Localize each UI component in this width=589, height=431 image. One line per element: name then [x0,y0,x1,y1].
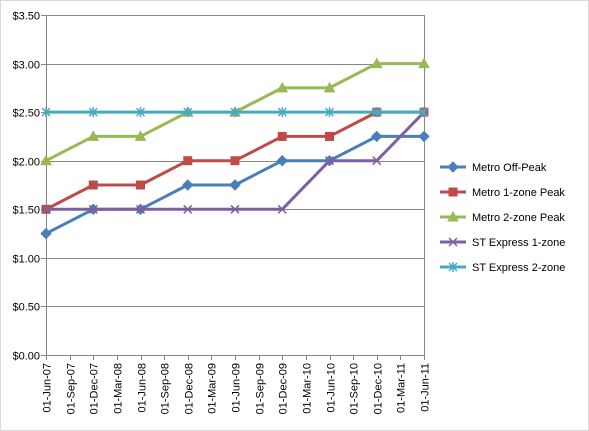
data-point [183,156,193,166]
series-layer [40,57,430,240]
x-tick-label: 01-Jun-08 [137,363,149,413]
x-tick-label: 01-Mar-08 [113,363,125,414]
data-point [419,107,429,118]
data-point [370,57,383,69]
data-point [88,204,98,214]
data-point [371,130,383,143]
x-tick-label: 01-Jun-07 [42,363,54,413]
x-tick-label: 01-Sep-07 [66,363,78,414]
legend-label: Metro 2-zone Peak [472,212,565,224]
data-point [183,204,193,214]
axes: $0.00 $0.50 $1.00 $1.50 $2.00 $2.50 $3.00 $3.50… [12,11,431,415]
x-tick-label: 01-Mar-09 [207,363,219,414]
data-point [136,180,145,190]
series-4 [41,107,429,118]
legend-label: Metro Off-Peak [472,162,547,174]
legend-entry: Metro Off-Peak [440,161,547,174]
data-point [325,131,334,141]
data-point [418,57,430,69]
data-point [324,156,335,166]
x-tick-label: 01-Jun-11 [420,363,432,412]
data-point [372,156,382,166]
x-tick-label: 01-Dec-10 [373,363,385,414]
data-point [277,107,287,118]
legend-marker [448,187,458,197]
data-point [41,107,51,118]
data-point [88,180,98,190]
data-point [87,130,100,141]
y-tick-label: $1.50 [12,205,40,217]
data-point [40,227,52,240]
data-point [277,131,287,141]
x-tick-label: 01-Sep-09 [255,363,267,414]
data-point [182,179,194,191]
legend-entry: Metro 1-zone Peak [440,187,565,199]
data-point [229,179,241,191]
data-point [40,154,52,166]
y-tick-label: $3.50 [12,11,40,23]
y-tick-label: $2.00 [12,157,40,169]
y-tick-label: $0.00 [12,351,40,363]
x-tick-label: 01-Mar-10 [302,363,314,414]
data-point [230,204,240,214]
data-point [418,130,430,143]
data-point [135,107,146,118]
y-tick-label: $3.00 [12,60,40,72]
data-point [88,107,98,118]
data-point [183,107,193,118]
y-tick-label: $0.50 [12,302,40,314]
x-tick-label: 01-Jun-10 [326,363,338,413]
data-point [324,107,335,118]
x-tick-label: 01-Dec-09 [278,363,290,414]
data-point [135,204,146,214]
y-tick-label: $1.00 [12,254,40,266]
legend-marker [447,210,459,222]
x-tick-label: 01-Dec-07 [89,363,101,414]
data-point [276,81,289,93]
legend-marker [448,262,458,272]
data-point [277,204,287,214]
data-point [323,81,336,93]
data-point [41,204,51,214]
x-tick-label: 01-Dec-08 [184,363,196,414]
legend-entry: ST Express 2-zone [440,262,565,274]
data-point [372,107,382,118]
x-tick-label: 01-Sep-10 [349,363,361,414]
legend-label: Metro 1-zone Peak [472,187,565,199]
legend-entry: ST Express 1-zone [440,237,565,249]
data-point [134,130,147,141]
x-tick-label: 01-Jun-09 [231,363,243,413]
legend-label: ST Express 2-zone [472,262,565,274]
x-tick-label: 01-Sep-08 [160,363,172,414]
data-point [230,107,240,118]
data-point [230,156,240,166]
legend-entry: Metro 2-zone Peak [440,210,565,224]
y-tick-label: $2.50 [12,108,40,120]
legend-marker [447,161,459,173]
data-point [276,155,288,167]
legend-label: ST Express 1-zone [472,237,565,249]
x-tick-label: 01-Mar-11 [396,363,408,413]
legend: Metro Off-Peak Metro 1-zone Peak Metro 2-z… [440,161,565,274]
series-3 [41,107,429,214]
legend-marker [448,237,458,247]
